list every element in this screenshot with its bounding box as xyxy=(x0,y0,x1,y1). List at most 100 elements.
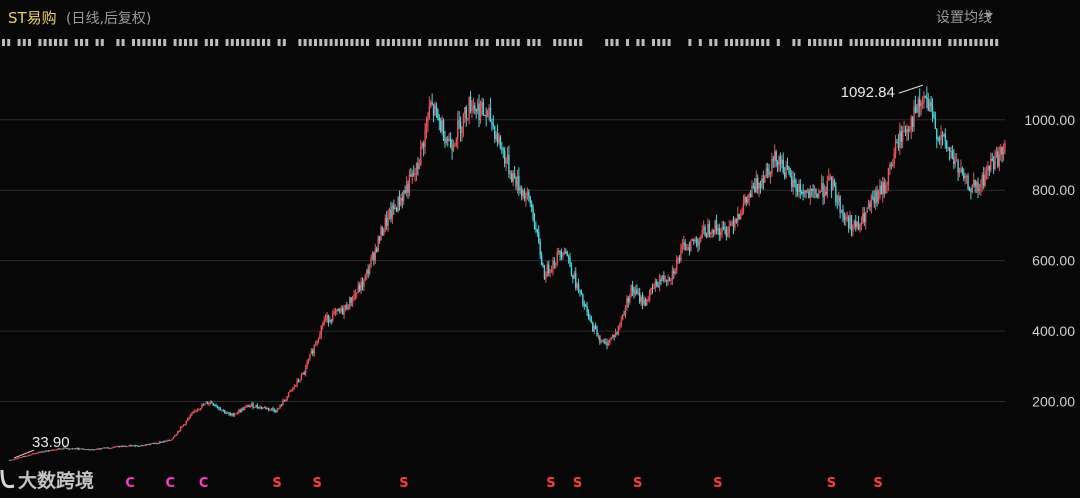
candle-body xyxy=(385,218,388,226)
candle-body xyxy=(776,161,779,165)
candle-body xyxy=(513,173,516,178)
candle-body xyxy=(633,291,635,295)
candle-body xyxy=(535,228,537,230)
candle-body xyxy=(924,95,927,98)
candle-body xyxy=(920,103,922,107)
candle-body xyxy=(486,110,489,118)
chevron-down-icon[interactable] xyxy=(985,13,993,18)
candle-body xyxy=(937,138,939,140)
candle-body xyxy=(818,193,820,198)
candle-body xyxy=(752,186,755,188)
candle-body xyxy=(690,240,692,251)
candle-body xyxy=(906,129,908,134)
candle-body xyxy=(184,424,186,426)
candle-body xyxy=(751,186,753,198)
candle-body xyxy=(575,272,577,288)
candle-body xyxy=(853,220,856,226)
event-strip-mark xyxy=(262,39,265,46)
candle-body xyxy=(104,447,106,449)
candle-body xyxy=(589,317,591,320)
candle-body xyxy=(135,445,138,447)
candle-body xyxy=(833,180,836,187)
candle-body xyxy=(611,334,614,337)
candle-body xyxy=(431,102,433,105)
event-strip-mark xyxy=(953,39,957,46)
event-strip-mark xyxy=(823,39,827,46)
candle-body xyxy=(664,280,666,282)
candle-body xyxy=(394,208,396,210)
candle-body xyxy=(928,101,931,112)
candle-body xyxy=(562,253,564,257)
event-strip-mark xyxy=(870,39,874,46)
candle-body xyxy=(769,173,772,176)
candle-body xyxy=(444,140,446,143)
candle-body xyxy=(919,98,921,107)
candle-body xyxy=(950,150,952,152)
event-strip-mark xyxy=(652,39,655,46)
candle-body xyxy=(314,344,317,346)
candle-body xyxy=(758,182,760,189)
candle-body xyxy=(882,182,884,195)
candle-body xyxy=(258,407,260,409)
candle-body xyxy=(377,237,379,252)
candle-body xyxy=(447,138,449,141)
candle-body xyxy=(626,298,628,308)
candle-body xyxy=(759,182,762,188)
event-strip-mark xyxy=(85,39,89,46)
candle-body xyxy=(425,122,428,130)
candle-body xyxy=(580,291,583,294)
event-strip-mark xyxy=(392,39,395,46)
candle-body xyxy=(637,292,639,294)
event-strip-mark xyxy=(990,39,993,46)
candle-body xyxy=(280,404,283,406)
event-strip-mark xyxy=(38,39,42,46)
candle-body xyxy=(209,401,212,404)
candle-body xyxy=(421,143,423,148)
candle-body xyxy=(211,401,213,404)
set-moving-average-button[interactable]: 设置均线 xyxy=(936,10,992,26)
candle-body xyxy=(640,297,642,303)
candle-body xyxy=(47,450,50,452)
candle-body xyxy=(505,161,507,164)
event-strip-mark xyxy=(527,39,531,46)
candle-body xyxy=(948,147,951,152)
candlestick-chart[interactable]: 200.00 400.00 600.00 800.00 1000.00 33.90 1092… xyxy=(0,32,1080,498)
candle-body xyxy=(793,179,796,183)
event-strip-mark xyxy=(132,39,135,46)
candle-body xyxy=(19,457,21,459)
candle-body xyxy=(538,231,540,243)
event-strip-mark xyxy=(714,39,718,46)
candle-body xyxy=(737,213,739,223)
candle-body xyxy=(826,180,829,195)
candle-body xyxy=(914,106,917,112)
candle-body xyxy=(779,156,782,164)
candle-body xyxy=(681,245,684,250)
candle-body xyxy=(186,418,189,421)
event-strip-mark xyxy=(485,39,489,46)
event-strip-mark xyxy=(995,39,999,46)
candle-body xyxy=(530,203,533,209)
event-strip-mark xyxy=(792,39,796,46)
candle-body xyxy=(870,196,873,208)
candle-body xyxy=(592,322,594,332)
candle-body xyxy=(958,171,961,173)
candle-body xyxy=(435,106,438,110)
candle-body xyxy=(837,196,840,202)
candle-body xyxy=(984,175,986,186)
candle-body xyxy=(279,404,281,409)
candle-body xyxy=(901,130,904,142)
candle-body xyxy=(455,139,458,145)
candle-body xyxy=(657,285,659,287)
candle-body xyxy=(374,248,377,261)
candle-body xyxy=(16,458,18,460)
event-strip-mark xyxy=(376,39,380,46)
candle-body xyxy=(798,183,800,193)
event-strip-mark xyxy=(366,39,369,46)
candle-body xyxy=(579,290,581,292)
candle-body xyxy=(151,442,153,444)
candle-body xyxy=(943,133,945,136)
candle-body xyxy=(557,250,560,253)
candle-body xyxy=(910,117,912,131)
candle-body xyxy=(666,280,668,282)
event-strip-mark xyxy=(340,39,343,46)
